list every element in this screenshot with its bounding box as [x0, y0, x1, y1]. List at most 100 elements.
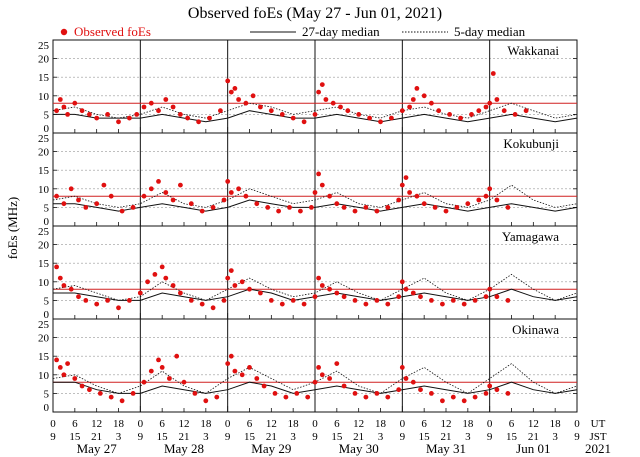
observed-point	[68, 286, 74, 292]
observed-point	[170, 104, 176, 110]
observed-point	[319, 182, 325, 188]
observed-point	[218, 108, 223, 114]
observed-point	[429, 298, 434, 303]
observed-point	[363, 205, 369, 210]
y-tick-label: 15	[38, 72, 50, 84]
observed-point	[232, 86, 238, 91]
observed-point	[356, 112, 362, 117]
observed-point	[385, 394, 391, 400]
observed-point	[483, 391, 489, 396]
legend-observed-label: Observed foEs	[74, 24, 151, 39]
observed-point	[116, 119, 121, 125]
jst-tick-label: 3	[290, 431, 296, 443]
y-tick-label: 0	[44, 402, 50, 414]
observed-point	[258, 104, 263, 110]
observed-point	[414, 193, 420, 199]
y-tick-label: 25	[38, 226, 50, 238]
observed-point	[214, 394, 220, 400]
median-27day-line	[53, 381, 578, 394]
observed-point	[159, 365, 165, 370]
observed-point	[352, 391, 358, 396]
observed-point	[279, 112, 285, 117]
observed-point	[87, 387, 92, 393]
observed-point	[119, 208, 125, 214]
y-tick-label: 25	[38, 319, 50, 331]
jst-tick-label: 21	[91, 431, 102, 443]
observed-point	[61, 283, 67, 288]
jst-tick-label: 9	[225, 431, 231, 443]
observed-point	[76, 294, 81, 300]
observed-point	[414, 86, 420, 91]
observed-point	[170, 197, 176, 203]
observed-point	[312, 190, 318, 195]
observed-point	[407, 190, 412, 195]
ut-tick-label: 6	[247, 418, 253, 430]
panel-wakkanai: 0 5 10 15 20 25 Wakkanai	[38, 39, 578, 135]
observed-point	[221, 197, 227, 203]
observed-point	[167, 376, 172, 381]
y-tick-label: 5	[44, 109, 50, 121]
observed-point	[148, 100, 154, 106]
observed-point	[399, 108, 405, 114]
station-name: Kokubunji	[503, 136, 559, 151]
observed-point	[494, 97, 500, 102]
observed-point	[312, 379, 318, 385]
observed-point	[505, 205, 511, 210]
observed-point	[501, 108, 507, 114]
observed-point	[374, 208, 380, 214]
year-label: 2021	[585, 441, 611, 456]
jst-tick-label: 21	[353, 431, 364, 443]
ut-row-label: UT	[591, 418, 606, 430]
observed-point	[458, 115, 463, 121]
observed-point	[363, 301, 369, 307]
jst-tick-label: 21	[528, 431, 539, 443]
y-tick-label: 25	[38, 40, 50, 52]
observed-point	[265, 205, 271, 210]
observed-point	[429, 391, 434, 396]
x-axis: 0 6 12 18 0 6 12 18 0 6 12 18 0 6 12 18 0 6 12 18 0 6 12 18 09 15…	[50, 418, 611, 456]
observed-point	[188, 298, 194, 303]
median-5day-line	[52, 102, 578, 119]
observed-point	[327, 286, 332, 292]
observed-point	[399, 182, 405, 188]
observed-point	[319, 372, 325, 378]
station-name: Yamagawa	[502, 229, 559, 244]
ut-tick-label: 0	[138, 418, 144, 430]
observed-point	[225, 275, 231, 281]
day-label: May 27	[77, 441, 118, 456]
observed-point	[72, 376, 78, 381]
observed-point	[472, 394, 478, 400]
y-tick-label: 15	[38, 351, 50, 363]
observed-point	[341, 294, 347, 300]
observed-point	[483, 294, 489, 300]
observed-point	[141, 193, 147, 199]
observed-point	[287, 205, 292, 210]
observed-point	[79, 383, 85, 389]
y-axis-title: foEs (MHz)	[5, 197, 20, 259]
jst-tick-label: 9	[50, 431, 56, 443]
panel-kokubunji: 0 5 10 15 20 25 Kokubunji	[38, 132, 578, 228]
observed-point	[225, 179, 231, 184]
observed-point	[454, 205, 460, 210]
jst-tick-label: 9	[312, 431, 318, 443]
observed-point	[192, 391, 198, 396]
y-tick-label: 10	[38, 370, 50, 382]
observed-point	[126, 298, 132, 303]
observed-point	[130, 391, 136, 396]
observed-point	[334, 201, 340, 207]
observed-point	[221, 298, 227, 303]
observed-point	[68, 186, 74, 192]
observed-point	[483, 104, 489, 110]
observed-point	[116, 305, 121, 311]
jst-tick-label: 3	[116, 431, 122, 443]
ut-tick-label: 0	[574, 418, 580, 430]
observed-point	[199, 208, 205, 214]
observed-point	[156, 179, 161, 184]
day-label: May 29	[251, 441, 291, 456]
y-tick-label: 20	[38, 54, 50, 66]
observed-point	[228, 89, 234, 95]
ut-tick-label: 0	[50, 418, 56, 430]
jst-tick-label: 3	[465, 431, 471, 443]
panel-yamagawa: 0 5 10 15 20 25 Yamagawa	[38, 225, 578, 321]
